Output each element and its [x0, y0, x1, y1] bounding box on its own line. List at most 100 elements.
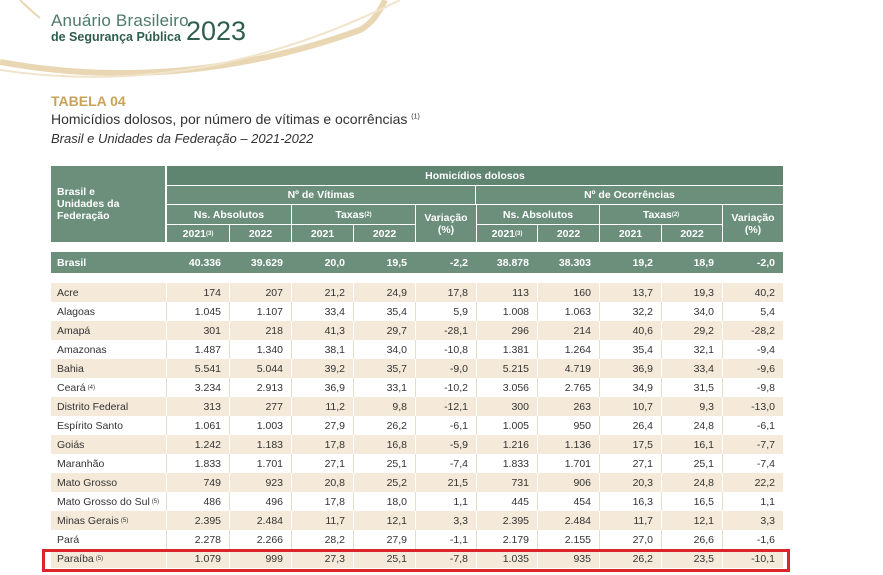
table-cell: 3,3 [453, 514, 468, 527]
table-cell: 1.381 [502, 343, 529, 356]
column-divider [599, 549, 600, 568]
year-label: 2021 [491, 227, 515, 240]
table-cell: 1.833 [194, 457, 221, 470]
group-header-occurrences: Nº de Ocorrências [476, 186, 783, 204]
subheader-variation-unit: (%) [437, 223, 455, 236]
table-cell: 24,8 [693, 476, 714, 489]
table-cell: 17,8 [324, 438, 345, 451]
table-cell: 36,9 [324, 381, 345, 394]
column-divider [661, 454, 662, 473]
row-name-note: (5) [120, 517, 129, 524]
table-cell: 3.234 [194, 381, 221, 394]
table-cell: 5.044 [256, 362, 283, 375]
table-cell: 24,9 [386, 286, 407, 299]
column-divider [722, 283, 723, 302]
table-cell: 28,2 [324, 533, 345, 546]
row-name-note: (5) [151, 498, 160, 505]
table-cell: 2.765 [564, 381, 591, 394]
column-divider [291, 397, 292, 416]
table-cell: 39,2 [324, 362, 345, 375]
column-divider [291, 511, 292, 530]
table-cell: 4.719 [564, 362, 591, 375]
table-cell: 11,7 [633, 514, 653, 527]
table-cell: 20,8 [324, 476, 345, 489]
column-divider [476, 549, 477, 568]
year-header-occurrences-2: 2021 [600, 225, 661, 242]
brasil-total-row: Brasil 40.336 39.629 20,0 19,5 -2,2 38.878 38.3… [51, 252, 783, 273]
table-cell: 113 [512, 286, 529, 299]
table-cell: 23,5 [693, 552, 714, 565]
row-name: Acre [51, 283, 166, 302]
column-divider [166, 378, 167, 397]
table-cell: 29,2 [693, 324, 714, 337]
column-divider [229, 435, 230, 454]
table-title-text: Homicídios dolosos, por número de vítima… [51, 111, 408, 127]
column-divider [599, 416, 600, 435]
column-divider [291, 321, 292, 340]
column-divider [353, 359, 354, 378]
column-divider [291, 378, 292, 397]
table-cell: 1.003 [256, 419, 283, 432]
table-cell: 13,7 [632, 286, 653, 299]
column-divider [291, 340, 292, 359]
column-divider [537, 397, 538, 416]
table-cell: 27,1 [632, 457, 653, 470]
column-divider [661, 359, 662, 378]
table-cell: 35,7 [386, 362, 407, 375]
column-divider [229, 473, 230, 492]
column-divider [415, 473, 416, 492]
row-name-text: Mato Grosso [57, 476, 118, 489]
table-cell: 40,2 [754, 286, 775, 299]
table-label: TABELA 04 [51, 93, 126, 109]
year-label: 2022 [372, 227, 397, 240]
column-divider [353, 340, 354, 359]
column-divider [537, 511, 538, 530]
table-cell: 1.079 [194, 552, 221, 565]
column-divider [476, 340, 477, 359]
column-divider [599, 397, 600, 416]
table-cell: 923 [265, 476, 283, 489]
table-cell: -10,8 [444, 343, 468, 356]
table-cell: 19,5 [386, 256, 407, 269]
column-divider [353, 302, 354, 321]
table-cell: 160 [573, 286, 591, 299]
table-cell: 16,3 [632, 495, 653, 508]
column-divider [476, 530, 477, 549]
column-divider [661, 492, 662, 511]
column-divider [415, 549, 416, 568]
column-divider [415, 416, 416, 435]
table-cell: 12,1 [386, 514, 407, 527]
table-cell: 2.179 [502, 533, 529, 546]
table-cell: 749 [203, 476, 221, 489]
column-divider [599, 378, 600, 397]
table-cell: -7,8 [449, 552, 468, 565]
table-cell: 1.701 [256, 457, 283, 470]
column-divider [476, 283, 477, 302]
row-name-text: Mato Grosso do Sul [57, 495, 150, 508]
table-cell: 34,9 [632, 381, 653, 394]
table-cell: 27,9 [386, 533, 407, 546]
table-cell: 214 [573, 324, 591, 337]
table-cell: 21,5 [447, 476, 468, 489]
column-divider [166, 473, 167, 492]
row-name: Espírito Santo [51, 416, 166, 435]
column-divider [229, 530, 230, 549]
table-cell: 25,1 [386, 457, 407, 470]
table-cell: 1,1 [760, 495, 775, 508]
column-divider [291, 435, 292, 454]
column-divider [229, 416, 230, 435]
row-name: Brasil [51, 252, 166, 273]
column-divider [229, 340, 230, 359]
brand-line1: Anuário Brasileiro [51, 11, 189, 30]
table-cell: 16,5 [693, 495, 714, 508]
column-divider [166, 492, 167, 511]
brand-logo: Anuário Brasileiro de Segurança Pública … [51, 11, 246, 47]
table-cell: 1.216 [502, 438, 529, 451]
table-cell: 19,3 [693, 286, 714, 299]
column-divider [599, 359, 600, 378]
year-label: 2021 [182, 227, 206, 240]
table-cell: 22,2 [754, 476, 775, 489]
table-cell: 26,6 [693, 533, 714, 546]
table-cell: -2,0 [756, 256, 775, 269]
column-divider [166, 397, 167, 416]
